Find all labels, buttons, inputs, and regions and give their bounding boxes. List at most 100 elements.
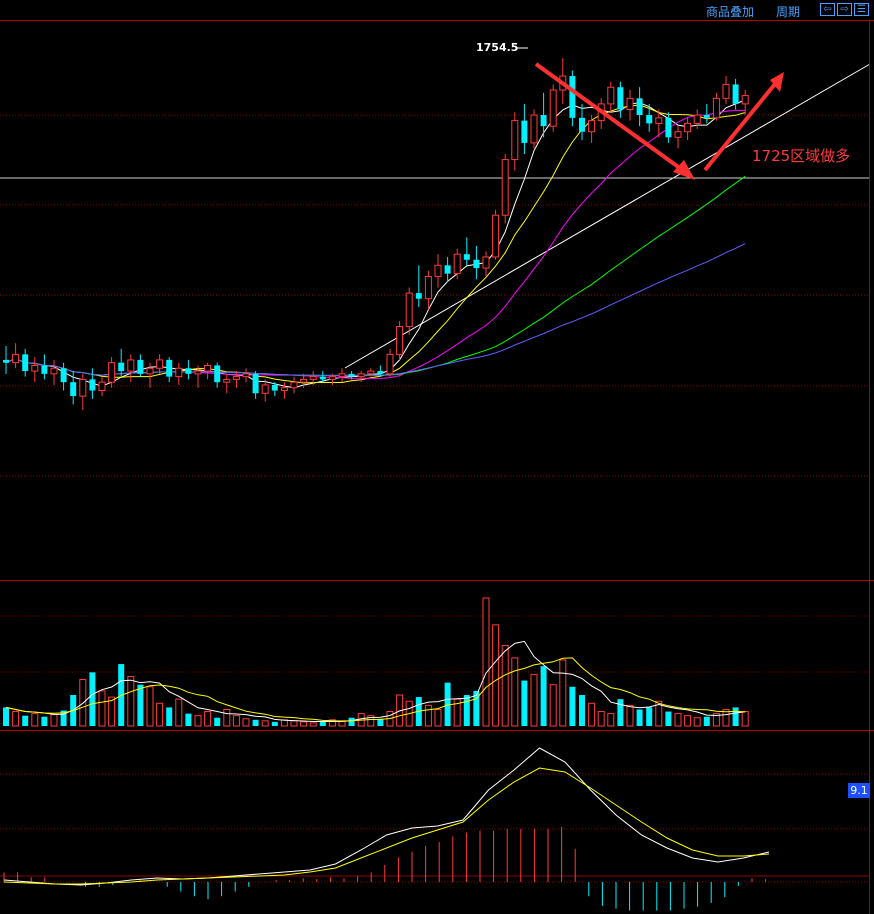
candle-body-up [204, 364, 212, 372]
volume-bar [223, 708, 231, 727]
volume-bar [674, 713, 682, 727]
volume-bar [597, 711, 605, 727]
volume-bar [300, 721, 308, 727]
nav-right-button[interactable]: ⇨ [837, 3, 852, 16]
candle-body-up [50, 367, 58, 375]
candle-body-up [453, 253, 461, 275]
candle-body-up [290, 381, 298, 389]
candle-body-up [175, 367, 183, 378]
up-arrow-head [770, 72, 784, 92]
volume-bar [617, 699, 624, 726]
volume-bar [31, 713, 39, 727]
candle-body-down [415, 293, 422, 299]
layout-button[interactable]: ☰ [854, 3, 869, 16]
volume-bar [89, 672, 96, 726]
candle-body-down [463, 254, 470, 260]
candle-body-down [521, 120, 528, 143]
volume-bar [194, 715, 202, 727]
volume-bar [137, 684, 144, 726]
volume-bar [588, 702, 596, 727]
volume-bar [50, 714, 58, 727]
ma5-line [5, 99, 746, 389]
macd-dif-line [3, 747, 770, 886]
candle-body-down [118, 362, 125, 372]
volume-bar [636, 709, 643, 726]
up-arrow-shaft [703, 82, 777, 172]
volume-bar [549, 684, 557, 727]
candle-body-up [674, 131, 682, 138]
volume-bar [530, 673, 538, 727]
volume-bar [540, 666, 547, 726]
volume-bar [424, 704, 432, 727]
volume-bar [655, 700, 663, 727]
volume-bar [252, 719, 259, 726]
volume-bar [607, 713, 615, 727]
candle-body-down [319, 376, 326, 380]
volume-bar [521, 680, 528, 726]
volume-bar [741, 711, 749, 727]
macd-bars [3, 826, 767, 911]
support-trendline [344, 63, 871, 369]
volume-bar [175, 698, 183, 727]
volume-bar [319, 721, 326, 726]
volume-bars [3, 597, 749, 727]
volume-bar [127, 675, 135, 727]
candle-body-down [137, 359, 144, 374]
macd-value-badge: 9.1 [848, 783, 870, 798]
volume-bar [703, 716, 710, 726]
candle-body-down [60, 368, 67, 383]
candle-body-down [732, 84, 739, 104]
candle-body-down [569, 76, 576, 118]
volume-bar [693, 717, 701, 727]
candle-body-down [444, 265, 451, 274]
volume-bar [377, 718, 384, 726]
grid-lines [0, 114, 869, 883]
candle-body-down [89, 379, 96, 391]
candle-body-up [684, 122, 692, 133]
candle-body-up [194, 370, 202, 375]
macd-dea-line [3, 767, 770, 885]
candle-body-down [166, 359, 173, 377]
candle-body-up [338, 373, 346, 378]
candle-body-up [261, 384, 269, 394]
volume-bar [579, 695, 585, 726]
candle-body-down [617, 87, 624, 110]
candle-body-up [588, 120, 596, 133]
candle-body-up [511, 120, 519, 161]
volume-bar [156, 702, 164, 727]
volume-bar [261, 720, 269, 727]
volume-bar [511, 657, 519, 727]
annotation-arrows [516, 47, 784, 180]
volume-bar [108, 696, 116, 727]
candle-body-down [252, 373, 259, 394]
candles [3, 58, 749, 410]
candle-body-up [482, 256, 490, 269]
volume-bar [684, 715, 692, 727]
volume-bar [482, 597, 490, 727]
candle-body-down [473, 259, 480, 269]
candle-body-up [655, 117, 663, 124]
period-button[interactable]: 周期 [776, 5, 801, 19]
candle-body-up [722, 83, 730, 99]
candle-body-up [367, 370, 375, 375]
nav-left-button[interactable]: ⇦ [820, 3, 835, 16]
volume-bar [242, 718, 250, 727]
candle-body-down [271, 384, 278, 391]
candle-body-down [348, 373, 355, 377]
volume-bar [309, 722, 317, 727]
ma60-line [5, 243, 746, 376]
candle-body-down [703, 115, 710, 118]
candle-body-up [79, 378, 87, 397]
candle-body-up [108, 362, 116, 383]
volume-ma5-line [5, 640, 746, 722]
candle-body-up [98, 381, 106, 392]
peak-price-label: 1754.5 [476, 41, 519, 54]
ma20-line [5, 109, 746, 379]
candle-body-up [693, 114, 701, 124]
overlay-button[interactable]: 商品叠加 [706, 5, 755, 19]
volume-bar [501, 644, 509, 727]
volume-bar [41, 716, 48, 726]
candle-body-up [424, 275, 432, 300]
candle-body-up [146, 367, 154, 375]
